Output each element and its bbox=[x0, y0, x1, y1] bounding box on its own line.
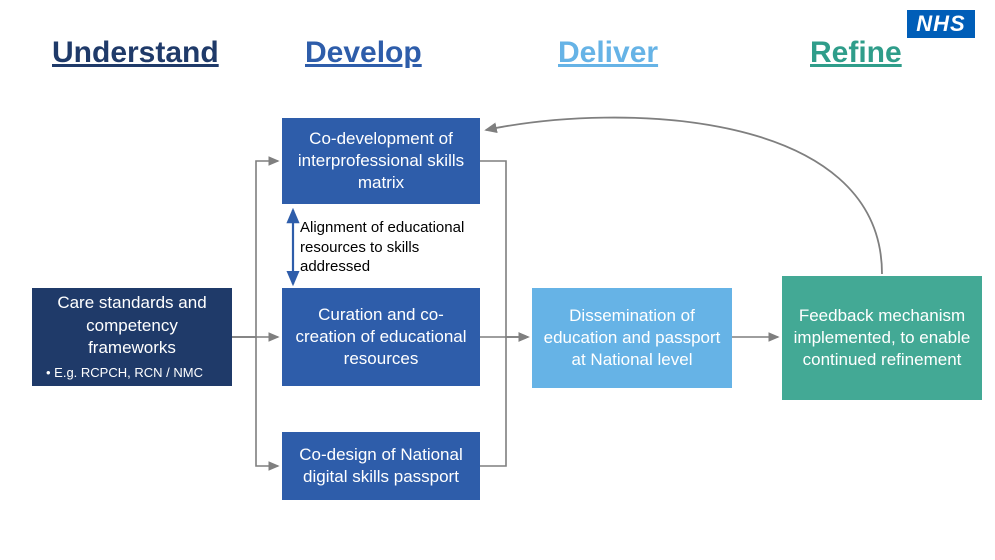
arrow-codesign-to-dissem bbox=[480, 337, 528, 466]
node-codev-text: Co-development of interprofessional skil… bbox=[292, 128, 470, 194]
heading-understand: Understand bbox=[52, 36, 219, 70]
node-dissem: Dissemination of education and passport … bbox=[532, 288, 732, 388]
node-care-text: Care standards and competency frameworks bbox=[42, 292, 222, 358]
node-codev: Co-development of interprofessional skil… bbox=[282, 118, 480, 204]
arrow-codev-to-dissem bbox=[480, 161, 528, 337]
heading-develop: Develop bbox=[305, 36, 422, 70]
arrow-care-to-codesign bbox=[232, 337, 278, 466]
arrow-feedback-to-codev bbox=[486, 118, 882, 274]
arrow-care-to-codev bbox=[232, 161, 278, 337]
node-feedback-text: Feedback mechanism implemented, to enabl… bbox=[792, 305, 972, 371]
node-curation: Curation and co-creation of educational … bbox=[282, 288, 480, 386]
node-codesign: Co-design of National digital skills pas… bbox=[282, 432, 480, 500]
heading-refine: Refine bbox=[810, 36, 902, 70]
node-codesign-text: Co-design of National digital skills pas… bbox=[292, 444, 470, 488]
node-dissem-text: Dissemination of education and passport … bbox=[542, 305, 722, 371]
nhs-logo: NHS bbox=[907, 10, 975, 38]
node-care: Care standards and competency frameworks… bbox=[32, 288, 232, 386]
node-care-sub: • E.g. RCPCH, RCN / NMC bbox=[42, 365, 222, 382]
node-curation-text: Curation and co-creation of educational … bbox=[292, 304, 470, 370]
alignment-annotation: Alignment of educational resources to sk… bbox=[300, 218, 480, 277]
node-feedback: Feedback mechanism implemented, to enabl… bbox=[782, 276, 982, 400]
heading-deliver: Deliver bbox=[558, 36, 658, 70]
